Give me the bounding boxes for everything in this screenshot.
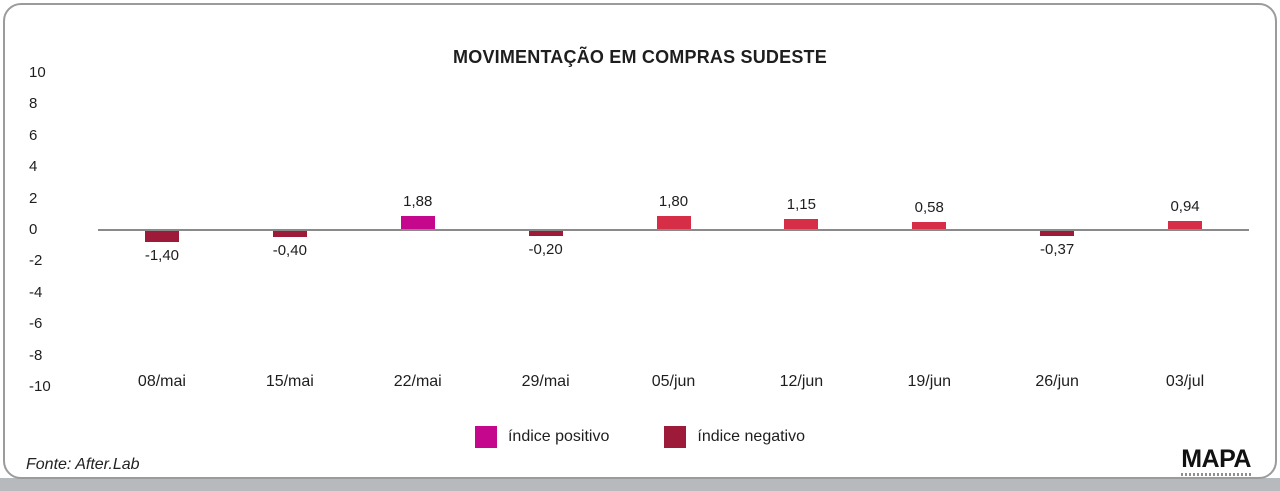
x-axis-label: 12/jun [779, 373, 824, 390]
bar-08-mai [144, 231, 179, 242]
bar-29-mai [528, 231, 563, 236]
x-axis-label: 15/mai [265, 373, 314, 390]
mapa-logo-tagline [1181, 473, 1251, 476]
chart-card: MOVIMENTAÇÃO EM COMPRAS SUDESTE 10 8 6 4 2 0 -… [3, 3, 1277, 479]
bar-12-jun [784, 219, 819, 229]
bar-value-label: -0,37 [1040, 241, 1075, 258]
x-axis-label: 29/mai [521, 373, 570, 390]
bar-26-jun [1040, 231, 1075, 236]
y-axis-tick: -6 [29, 315, 43, 333]
bar-value-label: -0,40 [272, 242, 307, 259]
legend: índice positivo índice negativo [5, 426, 1275, 448]
x-axis-label: 05/jun [651, 373, 696, 390]
x-axis-label: 19/jun [907, 373, 952, 390]
mapa-logo-text: MAPA [1181, 445, 1251, 473]
bar-05-jun [656, 216, 691, 229]
source-credit: Fonte: After.Lab [26, 456, 140, 473]
y-axis-tick: -10 [29, 378, 51, 395]
legend-item-negative: índice negativo [664, 426, 805, 448]
bar-value-label: -1,40 [144, 247, 180, 264]
chart-title: MOVIMENTAÇÃO EM COMPRAS SUDESTE [453, 47, 827, 67]
bar-03-jul [1168, 221, 1203, 229]
y-axis-tick: -2 [29, 252, 43, 270]
y-axis-tick: -8 [29, 346, 43, 364]
y-axis-tick: 2 [29, 189, 38, 207]
bar-value-label: 1,88 [403, 193, 433, 210]
legend-label-negative: índice negativo [697, 428, 806, 445]
x-axis-label: 22/mai [393, 373, 442, 390]
y-axis-tick: 0 [29, 221, 38, 238]
bar-value-label: -0,20 [528, 241, 563, 258]
x-axis-label: 03/jul [1165, 373, 1205, 390]
bar-chart: 10 8 6 4 2 0 -2 -4 -6 -8 -10 -1,40 08/mai -0,40 15/mai… [5, 5, 1279, 481]
y-axis-tick: 10 [29, 64, 46, 81]
bar-value-label: 1,80 [658, 193, 689, 210]
negative-color-swatch [664, 426, 687, 448]
x-axis-label: 08/mai [137, 373, 186, 390]
page-background-strip [0, 478, 1280, 491]
positive-color-swatch [474, 426, 497, 448]
y-axis-tick: 4 [29, 158, 38, 176]
x-axis-label: 26/jun [1035, 373, 1079, 390]
bar-value-label: 0,94 [1170, 198, 1200, 215]
y-axis-tick: 6 [29, 126, 38, 144]
legend-item-positive: índice positivo [474, 426, 610, 448]
bar-value-label: 0,58 [914, 199, 944, 216]
y-axis-tick: -4 [29, 283, 43, 301]
bar-19-jun [912, 222, 947, 229]
bar-15-mai [272, 231, 307, 237]
bar-22-mai [400, 216, 435, 229]
x-axis-line [98, 229, 1249, 231]
y-axis-tick: 8 [29, 95, 38, 113]
mapa-logo: MAPA [1181, 445, 1252, 476]
legend-label-positive: índice positivo [507, 428, 610, 445]
bar-value-label: 1,15 [786, 196, 816, 213]
